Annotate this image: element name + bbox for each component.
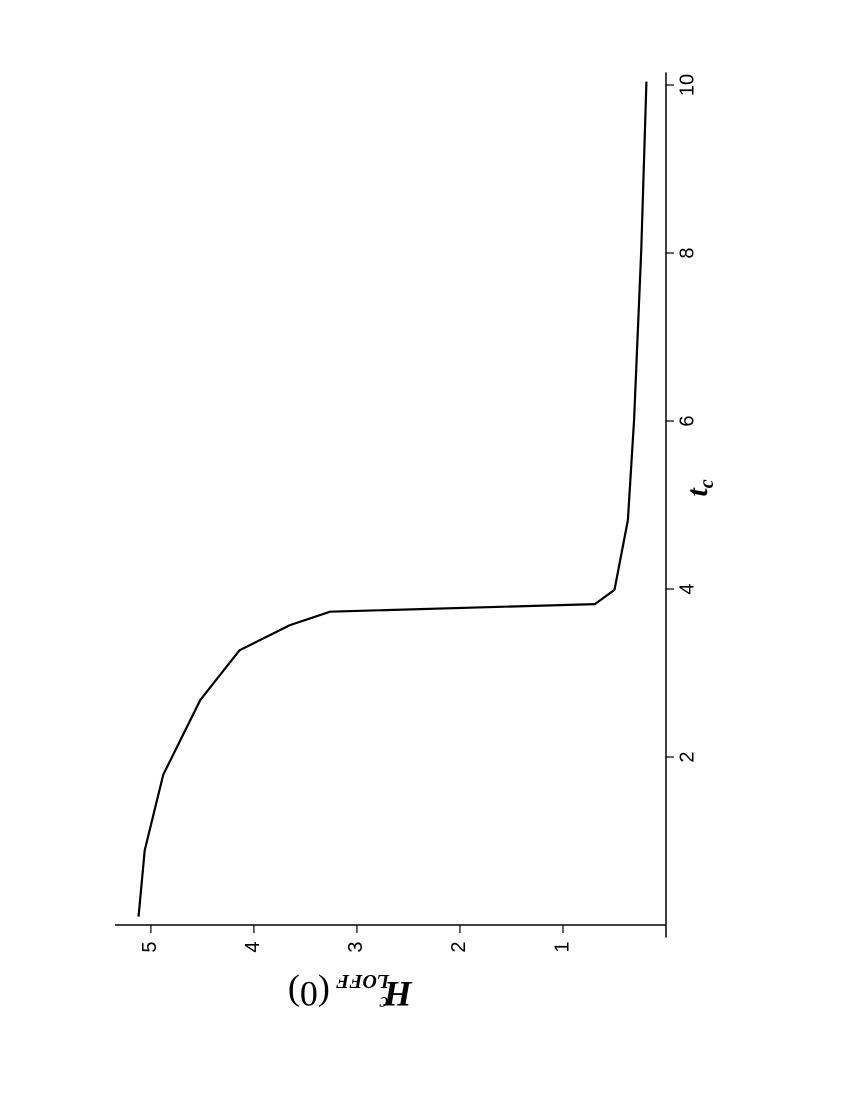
x-tick-label: 4 [676,583,698,594]
y-tick-label: 3 [345,941,367,952]
x-tick-label: 10 [676,74,698,96]
y-tick-label: 5 [139,941,161,952]
y-label-sup-c: c [379,992,388,1014]
y-tick-label: 2 [448,941,470,952]
line-series [139,82,647,917]
y-tick-label: 1 [551,941,573,952]
y-label-sub: LOFF [335,970,390,992]
x-tick-label: 2 [676,751,698,762]
x-tick-label: 8 [676,247,698,258]
x-label-sub: c [696,479,718,488]
x-axis-label: tc [681,479,718,496]
y-tick-label: 4 [242,941,264,952]
y-axis-label: HcLOFF(0) [288,970,413,1014]
y-label-arg: (0) [288,974,330,1014]
x-tick-label: 6 [676,415,698,426]
